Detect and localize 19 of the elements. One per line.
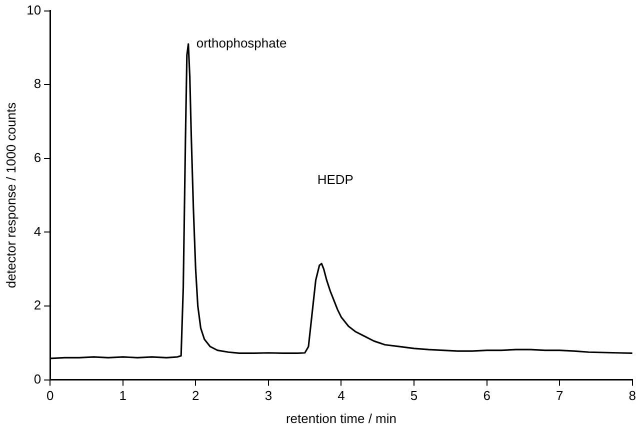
y-tick-label: 6 (34, 150, 42, 165)
y-tick-label: 8 (34, 76, 42, 92)
x-tick-label: 8 (628, 388, 636, 404)
x-tick-label: 6 (483, 388, 490, 404)
x-tick-label: 4 (338, 388, 345, 404)
x-tick-label: 7 (556, 388, 564, 404)
y-tick-label: 0 (34, 371, 42, 386)
y-tick-label: 4 (34, 224, 42, 239)
annotation: orthophosphate (196, 36, 287, 51)
y-tick-label: 2 (34, 298, 42, 313)
x-tick-label: 5 (410, 388, 418, 404)
x-tick-label: 0 (46, 388, 54, 404)
x-tick-label: 2 (192, 388, 200, 404)
x-tick-label: 1 (119, 388, 126, 404)
y-tick-label: 10 (26, 2, 42, 18)
x-tick-label: 3 (264, 388, 272, 404)
y-axis-title: detector response / 1000 counts (3, 102, 18, 288)
x-axis-title: retention time / min (286, 410, 396, 426)
annotation: HEDP (317, 172, 354, 188)
